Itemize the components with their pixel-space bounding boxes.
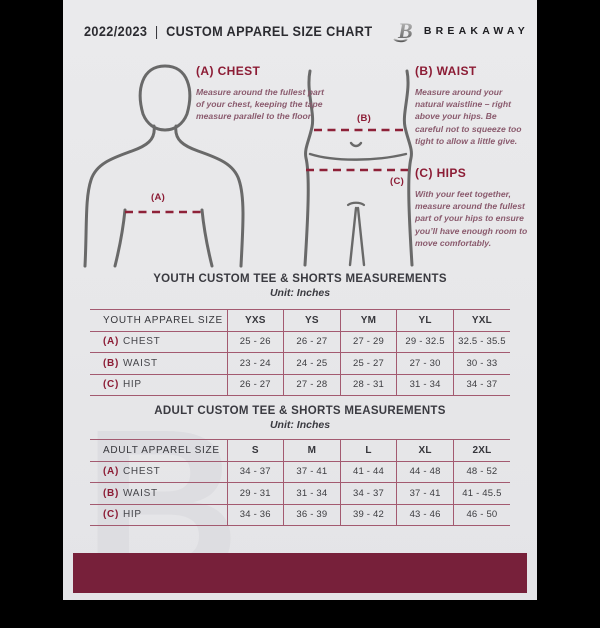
youth-size-table: YOUTH APPAREL SIZE YXS YS YM YL YXL (A) C… xyxy=(90,309,510,396)
table-cell: 27 - 28 xyxy=(283,374,341,396)
table-cell: 28 - 31 xyxy=(339,374,397,396)
adult-waist-row: (B) WAIST 29 - 31 31 - 34 34 - 37 37 - 41… xyxy=(90,482,510,504)
adult-table-title: ADULT CUSTOM TEE & SHORTS MEASUREMENTS xyxy=(154,405,446,417)
table-cell: 25 - 26 xyxy=(226,331,284,353)
table-cell: 31 - 34 xyxy=(396,374,454,396)
page-title: 2022/2023 | CUSTOM APPAREL SIZE CHART xyxy=(84,24,372,39)
adult-section-title: ADULT CUSTOM TEE & SHORTS MEASUREMENTS U… xyxy=(63,405,537,431)
waist-heading: (B) WAIST xyxy=(415,64,477,78)
chest-body-text: Measure around the fullest part of your … xyxy=(196,87,324,122)
youth-size-yxs: YXS xyxy=(226,309,284,331)
youth-size-ym: YM xyxy=(339,309,397,331)
table-cell: 34 - 37 xyxy=(226,461,284,483)
table-cell: 41 - 45.5 xyxy=(452,482,510,504)
table-cell: 37 - 41 xyxy=(283,461,341,483)
lower-body-figure xyxy=(303,69,414,267)
row-label: (C) HIP xyxy=(103,379,142,391)
youth-table-title: YOUTH CUSTOM TEE & SHORTS MEASUREMENTS xyxy=(153,273,447,285)
youth-size-ys: YS xyxy=(283,309,341,331)
youth-unit-label: Unit: Inches xyxy=(269,287,331,299)
row-label: (C) HIP xyxy=(103,509,142,521)
waist-body-text: Measure around your natural waistline – … xyxy=(415,87,522,146)
title-separator: | xyxy=(154,23,159,39)
table-cell: 29 - 31 xyxy=(226,482,284,504)
svg-text:B: B xyxy=(397,18,413,43)
table-cell: 34 - 37 xyxy=(339,482,397,504)
adult-size-m: M xyxy=(283,439,341,461)
season-label: 2022/2023 xyxy=(84,23,148,39)
torso-figure xyxy=(83,64,245,268)
youth-table-header-row: YOUTH APPAREL SIZE YXS YS YM YL YXL xyxy=(90,309,510,331)
adult-size-table: ADULT APPAREL SIZE S M L XL 2XL (A) CHEST… xyxy=(90,439,510,526)
adult-table-header-row: ADULT APPAREL SIZE S M L XL 2XL xyxy=(90,439,510,461)
adult-chest-row: (A) CHEST 34 - 37 37 - 41 41 - 44 44 - 48… xyxy=(90,461,510,483)
breakaway-b-icon: B xyxy=(392,18,413,43)
adult-size-2xl: 2XL xyxy=(452,439,510,461)
flyer-header: 2022/2023 | CUSTOM APPAREL SIZE CHART B … xyxy=(84,18,525,44)
hips-body-text: With your feet together, measure around … xyxy=(415,189,528,248)
table-cell: 26 - 27 xyxy=(226,374,284,396)
table-cell: 41 - 44 xyxy=(339,461,397,483)
youth-hip-row: (C) HIP 26 - 27 27 - 28 28 - 31 31 - 34 3… xyxy=(90,374,510,396)
row-label: (A) CHEST xyxy=(103,336,161,348)
table-cell: 39 - 42 xyxy=(339,504,397,526)
adult-size-s: S xyxy=(226,439,284,461)
hips-heading: (C) HIPS xyxy=(415,166,467,180)
adult-size-col-header: ADULT APPAREL SIZE xyxy=(103,444,220,456)
row-label: (B) WAIST xyxy=(103,487,158,499)
table-cell: 37 - 41 xyxy=(396,482,454,504)
chest-marker-label: (A) xyxy=(151,192,166,203)
table-cell: 30 - 33 xyxy=(452,352,510,374)
brand-logo: B BREAKAWAY xyxy=(391,18,529,44)
row-label: (B) WAIST xyxy=(103,357,158,369)
table-cell: 24 - 25 xyxy=(283,352,341,374)
adult-unit-label: Unit: Inches xyxy=(269,419,331,431)
table-cell: 36 - 39 xyxy=(283,504,341,526)
youth-section-title: YOUTH CUSTOM TEE & SHORTS MEASUREMENTS U… xyxy=(63,273,537,299)
adult-size-xl: XL xyxy=(396,439,454,461)
footer-bar xyxy=(73,553,527,593)
table-cell: 48 - 52 xyxy=(452,461,510,483)
table-cell: 34 - 37 xyxy=(452,374,510,396)
hips-instructions: (C) HIPS With your feet together, measur… xyxy=(415,166,529,249)
youth-size-col-header: YOUTH APPAREL SIZE xyxy=(103,314,223,326)
table-cell: 43 - 46 xyxy=(396,504,454,526)
waist-instructions: (B) WAIST Measure around your natural wa… xyxy=(415,64,525,147)
table-cell: 27 - 30 xyxy=(396,352,454,374)
table-cell: 23 - 24 xyxy=(226,352,284,374)
table-cell: 27 - 29 xyxy=(339,331,397,353)
table-cell: 26 - 27 xyxy=(283,331,341,353)
row-label: (A) CHEST xyxy=(103,466,161,478)
table-cell: 29 - 32.5 xyxy=(396,331,454,353)
table-cell: 34 - 36 xyxy=(226,504,284,526)
table-cell: 32.5 - 35.5 xyxy=(452,331,510,353)
youth-chest-row: (A) CHEST 25 - 26 26 - 27 27 - 29 29 - 32… xyxy=(90,331,510,353)
waist-marker-label: (B) xyxy=(357,113,372,124)
table-cell: 31 - 34 xyxy=(283,482,341,504)
table-cell: 44 - 48 xyxy=(396,461,454,483)
table-cell: 25 - 27 xyxy=(339,352,397,374)
chest-instructions: (A) CHEST Measure around the fullest par… xyxy=(196,64,324,123)
youth-size-yxl: YXL xyxy=(452,309,510,331)
youth-size-yl: YL xyxy=(396,309,454,331)
hips-marker-label: (C) xyxy=(390,176,405,187)
brand-name: BREAKAWAY xyxy=(423,25,529,37)
adult-hip-row: (C) HIP 34 - 36 36 - 39 39 - 42 43 - 46 4… xyxy=(90,504,510,526)
measurement-guide: (A) (B) (C) (A) CHEST Measure around the… xyxy=(63,52,537,272)
size-chart-flyer: B 2022/2023 | CUSTOM APPAREL SIZE CHART … xyxy=(63,0,537,616)
adult-size-l: L xyxy=(339,439,397,461)
youth-waist-row: (B) WAIST 23 - 24 24 - 25 25 - 27 27 - 30… xyxy=(90,352,510,374)
table-cell: 46 - 50 xyxy=(452,504,510,526)
chest-heading: (A) CHEST xyxy=(196,64,261,78)
title-text: CUSTOM APPAREL SIZE CHART xyxy=(166,23,373,39)
